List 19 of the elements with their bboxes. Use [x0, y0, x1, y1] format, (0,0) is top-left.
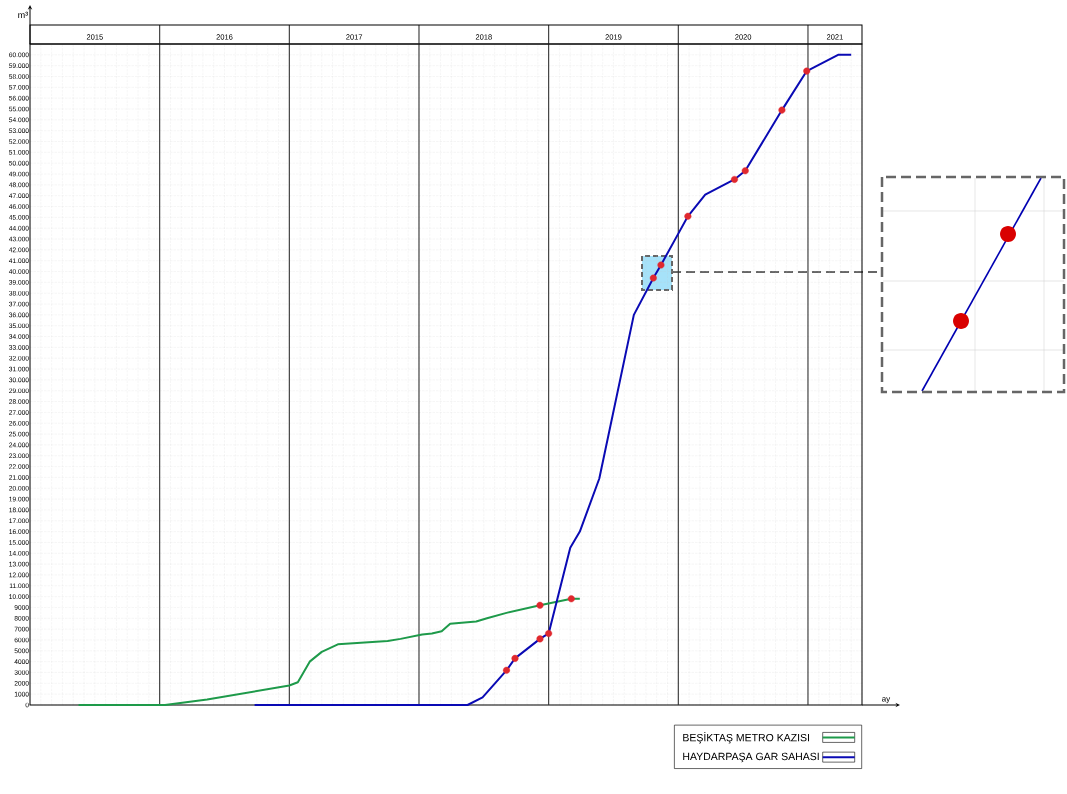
point [649, 274, 657, 282]
point [730, 175, 738, 183]
point [657, 261, 665, 269]
legend-label: BEŞİKTAŞ METRO KAZISI [683, 732, 809, 744]
y-axis-title: m³ [18, 11, 28, 19]
legend-label: HAYDARPAŞA GAR SAHASI [683, 752, 819, 763]
point [567, 595, 575, 603]
point [502, 666, 510, 674]
point [778, 106, 786, 114]
point [741, 167, 749, 175]
point [545, 629, 553, 637]
x-axis-title: ay [882, 697, 891, 704]
point [803, 67, 811, 75]
point [684, 212, 692, 220]
line-series [77, 597, 581, 706]
line-series [253, 53, 853, 706]
point [536, 635, 544, 643]
point [536, 601, 544, 609]
point [511, 654, 519, 662]
